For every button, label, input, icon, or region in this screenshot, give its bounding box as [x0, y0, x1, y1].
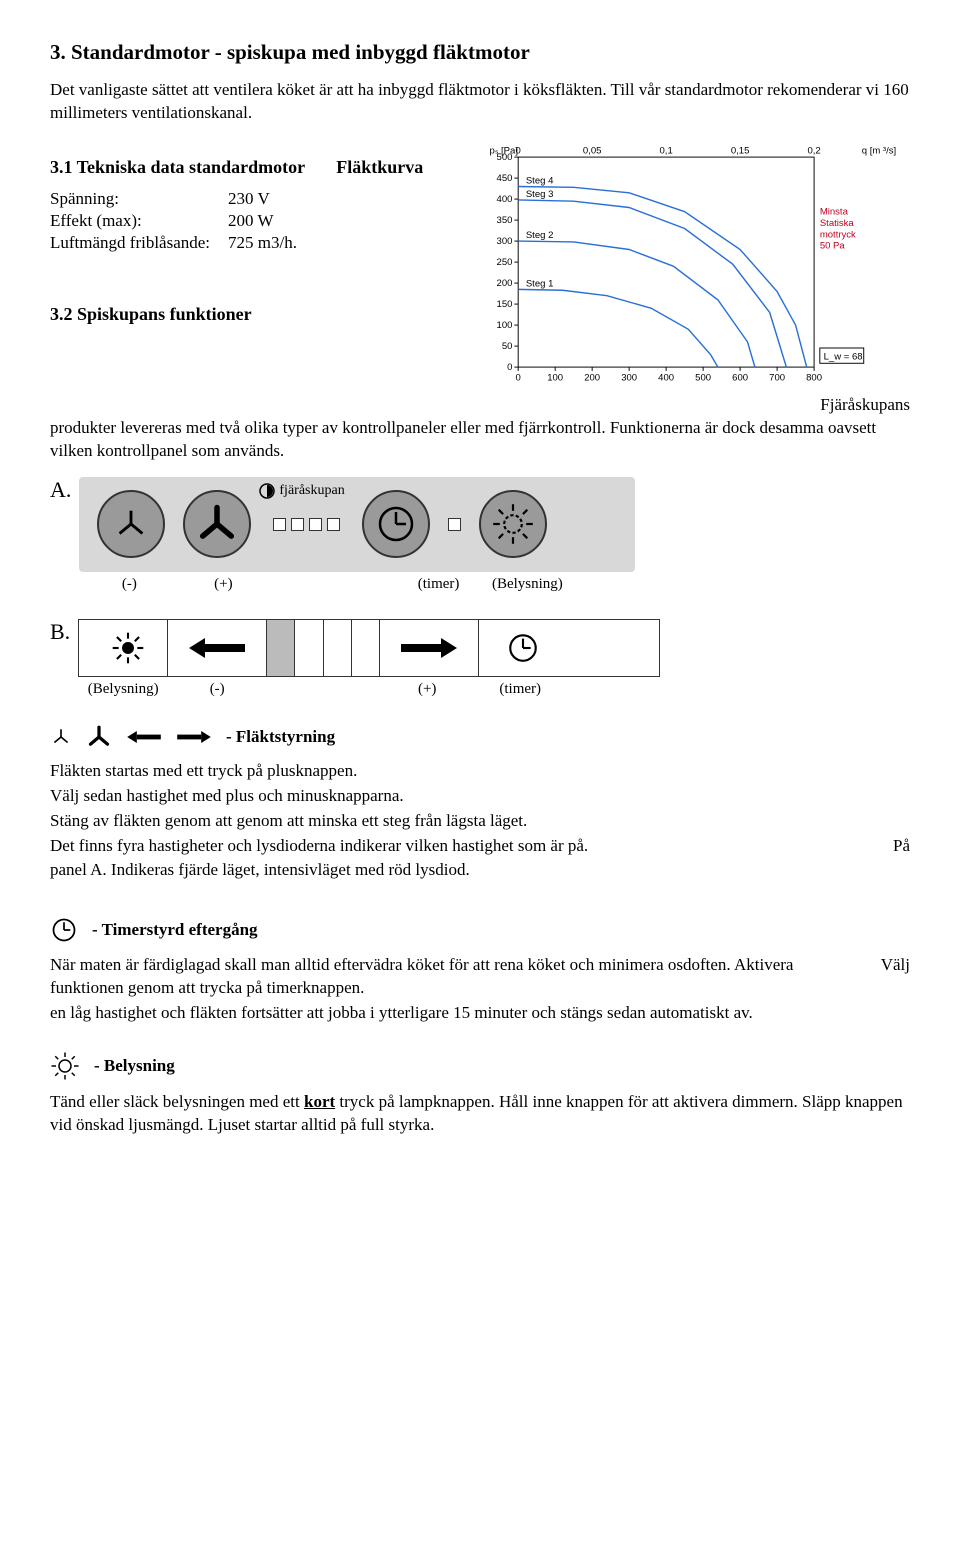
fan-p3: Stäng av fläkten genom att genom att min…	[50, 810, 910, 833]
svg-text:400: 400	[658, 372, 674, 383]
sun-outline-icon	[50, 1051, 80, 1081]
svg-text:300: 300	[497, 236, 513, 247]
timer-led	[448, 518, 461, 531]
svg-text:100: 100	[497, 320, 513, 331]
pb-light-button[interactable]	[89, 620, 168, 676]
table-row: Spänning:230 V	[50, 188, 315, 210]
svg-text:q [m ³/s]: q [m ³/s]	[862, 145, 896, 156]
svg-text:pₛ [Pa]: pₛ [Pa]	[490, 145, 518, 156]
svg-text:600: 600	[732, 372, 748, 383]
fan-section-header: - Fläktstyrning	[50, 724, 910, 750]
svg-text:0,05: 0,05	[583, 145, 602, 156]
timer-section-title: - Timerstyrd eftergång	[92, 920, 258, 940]
brand-logo: fjäråskupan	[259, 483, 344, 499]
arrow-right-icon	[399, 636, 459, 660]
svg-text:800: 800	[806, 372, 822, 383]
panel-a-labels: (-) (+) (timer) (Belysning)	[79, 576, 635, 593]
svg-text:mottryck: mottryck	[820, 229, 856, 240]
arrow-left-icon	[126, 729, 162, 745]
svg-text:150: 150	[497, 299, 513, 310]
svg-text:0,2: 0,2	[807, 145, 820, 156]
pb-plus-button[interactable]	[380, 620, 479, 676]
control-panel-a: A. fjäråskupan	[50, 477, 910, 593]
light-section-title: - Belysning	[94, 1056, 175, 1076]
svg-text:L_w = 68: L_w = 68	[824, 351, 863, 362]
fan-p5: panel A. Indikeras fjärde läget, intensi…	[50, 859, 910, 882]
fan-bold-icon	[195, 502, 239, 546]
light-section-header: - Belysning	[50, 1051, 910, 1081]
light-p: Tänd eller släck belysningen med ett kor…	[50, 1091, 910, 1137]
clock-icon	[376, 504, 416, 544]
svg-text:Minsta: Minsta	[820, 206, 849, 217]
fan-p2: Välj sedan hastighet med plus och minusk…	[50, 785, 910, 808]
svg-text:350: 350	[497, 215, 513, 226]
svg-text:0: 0	[516, 372, 521, 383]
pb-speed-indicator	[267, 620, 380, 676]
svg-text:200: 200	[584, 372, 600, 383]
section-3-intro: Det vanligaste sättet att ventilera köke…	[50, 79, 910, 125]
svg-text:250: 250	[497, 257, 513, 268]
s32-lead: Fjäråskupans	[50, 394, 910, 417]
spec-table: Spänning:230 V Effekt (max):200 W Luftmä…	[50, 188, 315, 254]
fan-p4: Det finns fyra hastigheter och lysdioder…	[50, 835, 910, 858]
sun-filled-icon	[111, 631, 145, 665]
timer-p1: När maten är färdiglagad skall man allti…	[50, 954, 910, 1000]
table-row: Luftmängd friblåsande:725 m3/h.	[50, 232, 315, 254]
svg-text:100: 100	[547, 372, 563, 383]
svg-text:50 Pa: 50 Pa	[820, 241, 846, 252]
pb-minus-button[interactable]	[168, 620, 267, 676]
s32-paragraph: Fjäråskupans produkter levereras med två…	[50, 394, 910, 463]
led-indicators	[273, 518, 340, 531]
curve-label: Fläktkurva	[336, 157, 423, 177]
svg-text:700: 700	[769, 372, 785, 383]
svg-text:200: 200	[497, 278, 513, 289]
s31-head: 3.1 Tekniska data standardmotor	[50, 157, 305, 177]
panel-a-letter: A.	[50, 477, 71, 503]
fan-plus-knob[interactable]	[183, 490, 251, 558]
sun-icon	[491, 502, 535, 546]
fan-section-title: - Fläktstyrning	[226, 727, 335, 747]
clock-icon	[506, 631, 540, 665]
control-panel-b: B. (Belysning)	[50, 619, 910, 698]
svg-text:0,1: 0,1	[660, 145, 673, 156]
arrow-right-icon	[176, 729, 212, 745]
svg-text:300: 300	[621, 372, 637, 383]
svg-text:50: 50	[502, 341, 513, 352]
svg-text:500: 500	[695, 372, 711, 383]
svg-text:Steg 3: Steg 3	[526, 189, 554, 200]
light-knob[interactable]	[479, 490, 547, 558]
panel-b-labels: (Belysning) (-) (+) (timer)	[78, 681, 660, 698]
fan-bold-icon	[86, 724, 112, 750]
svg-text:0: 0	[516, 145, 521, 156]
svg-text:Statiska: Statiska	[820, 218, 855, 229]
svg-text:400: 400	[497, 194, 513, 205]
table-row: Effekt (max):200 W	[50, 210, 315, 232]
svg-text:Steg 4: Steg 4	[526, 176, 554, 187]
panel-b-letter: B.	[50, 619, 70, 645]
section-3-heading: 3. Standardmotor - spiskupa med inbyggd …	[50, 40, 910, 65]
arrow-left-icon	[187, 636, 247, 660]
svg-text:0,15: 0,15	[731, 145, 750, 156]
s32-head: 3.2 Spiskupans funktioner	[50, 304, 450, 325]
fan-minus-knob[interactable]	[97, 490, 165, 558]
svg-text:450: 450	[497, 173, 513, 184]
svg-text:Steg 2: Steg 2	[526, 230, 554, 241]
fan-curve-chart: 0 50 100 150 200 250 300 350 400 450 500 0 100 200 300…	[480, 139, 900, 389]
fan-icon	[50, 726, 72, 748]
svg-text:Steg 1: Steg 1	[526, 278, 554, 289]
fan-p1: Fläkten startas med ett tryck på pluskna…	[50, 760, 910, 783]
timer-p2: en låg hastighet och fläkten fortsätter …	[50, 1002, 910, 1025]
timer-section-header: - Timerstyrd eftergång	[50, 916, 910, 944]
fan-icon	[112, 505, 150, 543]
svg-text:0: 0	[507, 362, 512, 373]
pb-timer-button[interactable]	[479, 620, 567, 676]
timer-knob[interactable]	[362, 490, 430, 558]
clock-icon	[50, 916, 78, 944]
